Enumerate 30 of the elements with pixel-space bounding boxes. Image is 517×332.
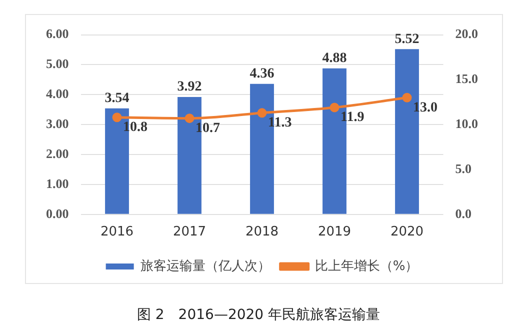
point [257, 108, 267, 118]
y2-tick-label: 20.0 [455, 26, 478, 42]
legend-label: 比上年增长（%） [314, 258, 418, 274]
y-tick-label: 3.00 [46, 116, 69, 131]
y-tick-label: 1.00 [46, 176, 69, 191]
x-tick-label: 2020 [390, 224, 424, 240]
data-label: 5.52 [394, 32, 420, 47]
y2-tick-label: 10.0 [455, 116, 478, 131]
data-label: 4.88 [322, 50, 347, 66]
y-tick-label: 4.00 [46, 86, 69, 102]
point [184, 114, 194, 124]
legend-label: 旅客运输量（亿人次） [140, 258, 270, 274]
point [402, 92, 412, 102]
y-tick-label: 6.00 [46, 26, 69, 42]
x-tick-label: 2018 [245, 224, 279, 240]
x-tick-label: 2016 [100, 224, 134, 240]
point [112, 112, 122, 122]
y2-tick-label: 0.0 [455, 206, 472, 221]
text: 图 2 2016—2020 年民航旅客运输量 [136, 306, 382, 324]
data-label: 3.54 [104, 91, 130, 106]
x-tick-label: 2017 [172, 224, 206, 240]
y-tick-label: 5.00 [46, 56, 69, 72]
x-tick-label: 2019 [318, 224, 352, 240]
y-tick-label: 0.00 [46, 206, 69, 221]
point [330, 102, 340, 112]
data-label: 4.36 [250, 66, 274, 82]
y2-tick-label: 5.0 [455, 160, 472, 176]
data-label: 3.92 [177, 80, 202, 95]
y-tick-label: 2.00 [46, 146, 69, 161]
y2-tick-label: 15.0 [455, 71, 478, 86]
